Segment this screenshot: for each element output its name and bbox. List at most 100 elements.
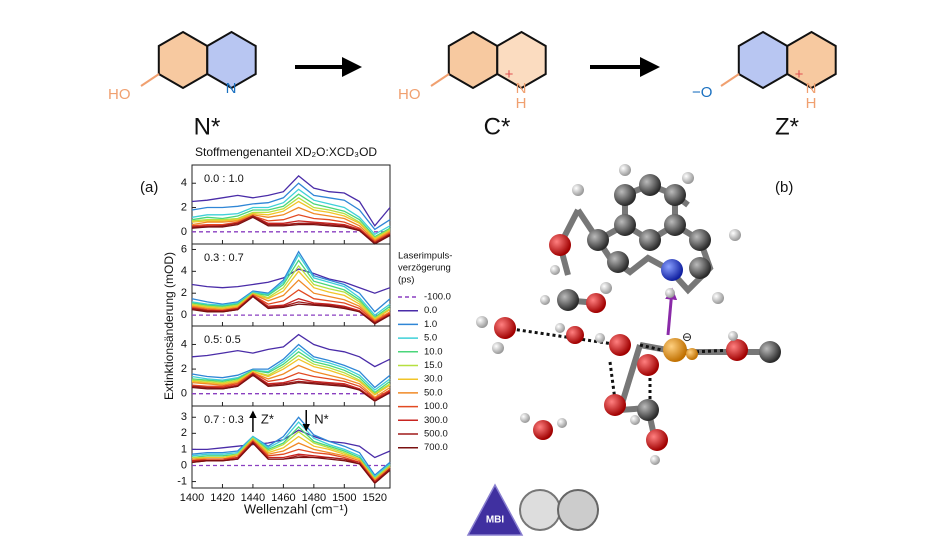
y-tick-label: 3 [181, 411, 187, 423]
legend-label: 10.0 [424, 346, 443, 357]
spectrum-line [191, 206, 391, 242]
y-axis-label: Extinktionsänderung (mOD) [162, 252, 176, 400]
y-tick-label: -1 [177, 475, 187, 487]
x-axis-label: Wellenzahl (cm⁻¹) [244, 501, 348, 516]
y-tick-label: 2 [181, 287, 187, 299]
legend-label: 1.0 [424, 319, 437, 330]
legend-title: verzögerung [398, 263, 451, 274]
spectrum-line [191, 435, 391, 481]
y-tick-label: 2 [181, 363, 187, 375]
atom-label: N [226, 80, 237, 97]
legend-label: 50.0 [424, 387, 443, 398]
legend-label: 30.0 [424, 374, 443, 385]
legend-label: 5.0 [424, 333, 437, 344]
legend-label: 100.0 [424, 401, 448, 412]
y-tick-label: 0 [181, 309, 187, 321]
spectrum-line [191, 333, 391, 368]
y-tick-label: 1 [181, 443, 187, 455]
plot-frame [191, 405, 391, 489]
spectra: 0 2 4 0.0 : 1.0 0 2 4 6 0.3 : 0.7 0 2 4 0.5: 0.5 -1 0 1… [177, 164, 451, 504]
species-label: Z* [775, 113, 799, 140]
spectrum-line [191, 259, 391, 319]
atom-label: H [806, 95, 817, 112]
spectrum-line [191, 295, 391, 325]
legend-label: 300.0 [424, 415, 448, 426]
x-tick-label: 1440 [241, 492, 265, 504]
spectrum-line [191, 372, 391, 400]
x-tick-label: 1420 [210, 492, 234, 504]
legend-label: 0.0 [424, 305, 437, 316]
figure-title: Stoffmengenanteil XD₂O:XCD₃OD [195, 145, 377, 159]
atom-label: N [806, 80, 817, 97]
spectrum-line [191, 216, 391, 245]
annotation: N* [314, 411, 328, 426]
logo-text: MBI [486, 515, 505, 526]
spectrum-line [191, 188, 391, 236]
annotation: Z* [261, 411, 274, 426]
ring [496, 30, 547, 90]
spectrum-line [191, 421, 391, 478]
x-tick-label: 1460 [271, 492, 295, 504]
bond [140, 73, 160, 87]
spectrum-line [192, 430, 391, 480]
x-tick-label: 1480 [302, 492, 326, 504]
atom-label: H [516, 95, 527, 112]
seal [519, 489, 561, 531]
ring [447, 30, 499, 90]
x-tick-label: 1520 [363, 492, 387, 504]
spectrum-line [191, 442, 391, 485]
panel-title: 0.7 : 0.3 [204, 414, 244, 426]
y-tick-label: 0 [181, 226, 187, 238]
charge: ⊖ [682, 330, 692, 344]
spectrum-line [191, 350, 391, 394]
spectrum-line [191, 374, 391, 402]
panel-title: 0.5: 0.5 [204, 334, 241, 346]
spectrum-line [191, 294, 391, 324]
atom-label: HO [108, 86, 131, 103]
bond [430, 73, 450, 87]
ring [786, 30, 837, 90]
atoms [476, 164, 781, 465]
y-tick-label: 2 [181, 201, 187, 213]
spectrum-line [191, 214, 391, 243]
hydrogen-bonds [504, 326, 736, 401]
seal [557, 489, 599, 531]
spectrum-line [191, 416, 391, 477]
y-tick-label: 2 [181, 427, 187, 439]
atom-label: N [516, 80, 527, 97]
spectrum-line [191, 270, 391, 321]
panel-label: (b) [775, 179, 793, 196]
y-tick-label: 4 [181, 338, 187, 350]
spectrum-line [191, 182, 391, 231]
spectrum-line [191, 343, 391, 389]
legend-title: (ps) [398, 275, 414, 286]
spectrum-line [191, 373, 391, 401]
panel-label: (a) [140, 179, 158, 196]
ring [206, 30, 257, 90]
spectrum-line [191, 425, 391, 480]
species-label: N* [194, 113, 221, 140]
bond [720, 73, 740, 87]
atom-label: −O [692, 84, 712, 101]
panel-title: 0.3 : 0.7 [204, 252, 244, 264]
spectrum-line [191, 354, 391, 395]
ring [157, 30, 209, 90]
ring [737, 30, 789, 90]
spectrum-line [191, 253, 391, 316]
spectrum-line [191, 250, 391, 313]
y-tick-label: 4 [181, 265, 187, 277]
spectrum-line [191, 279, 391, 322]
spectrum-line [191, 175, 391, 227]
panel-title: 0.0 : 1.0 [204, 173, 244, 185]
legend-title: Laserimpuls- [398, 251, 452, 262]
legend-label: 15.0 [424, 360, 443, 371]
x-tick-label: 1400 [180, 492, 204, 504]
spectrum-line [191, 197, 391, 239]
atom-label: HO [398, 86, 421, 103]
spectrum-line [191, 364, 391, 399]
y-tick-label: 6 [181, 243, 187, 255]
y-tick-label: 0 [181, 459, 187, 471]
reaction-scheme [140, 30, 837, 90]
species-label: C* [484, 113, 511, 140]
